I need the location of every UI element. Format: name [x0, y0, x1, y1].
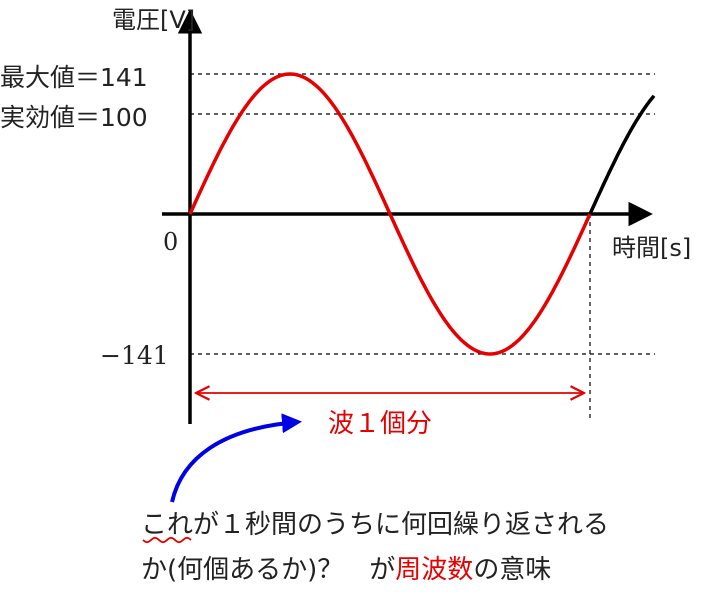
rms-tick-label: 実効値＝100: [0, 103, 148, 132]
sine-wave-one-period: [188, 72, 592, 356]
y-axis-label: 電圧[V]: [112, 6, 195, 34]
wavy-underline: [142, 536, 192, 544]
x-axis-label: 時間[s]: [612, 234, 691, 262]
caption-line-1-rest: が１秒間のうちに何回繰り返される: [193, 510, 609, 540]
sine-wave-continuation: [588, 94, 656, 215]
period-label: 波１個分: [328, 409, 432, 439]
caption-line-2: か(何個あるか)？ が周波数の意味: [141, 555, 551, 585]
frequency-highlight: 周波数: [395, 555, 473, 585]
origin-label: 0: [163, 228, 178, 256]
caption-line-1: これが１秒間のうちに何回繰り返される: [141, 510, 609, 540]
caption-line-2-prefix: か(何個あるか)？ が: [141, 555, 395, 585]
caption-this: これ: [141, 510, 193, 540]
caption-line-2-suffix: の意味: [473, 555, 551, 585]
max-tick-label: 最大値＝141: [0, 63, 148, 92]
pointer-arrow: [170, 413, 302, 503]
min-tick-label: −141: [100, 341, 169, 370]
